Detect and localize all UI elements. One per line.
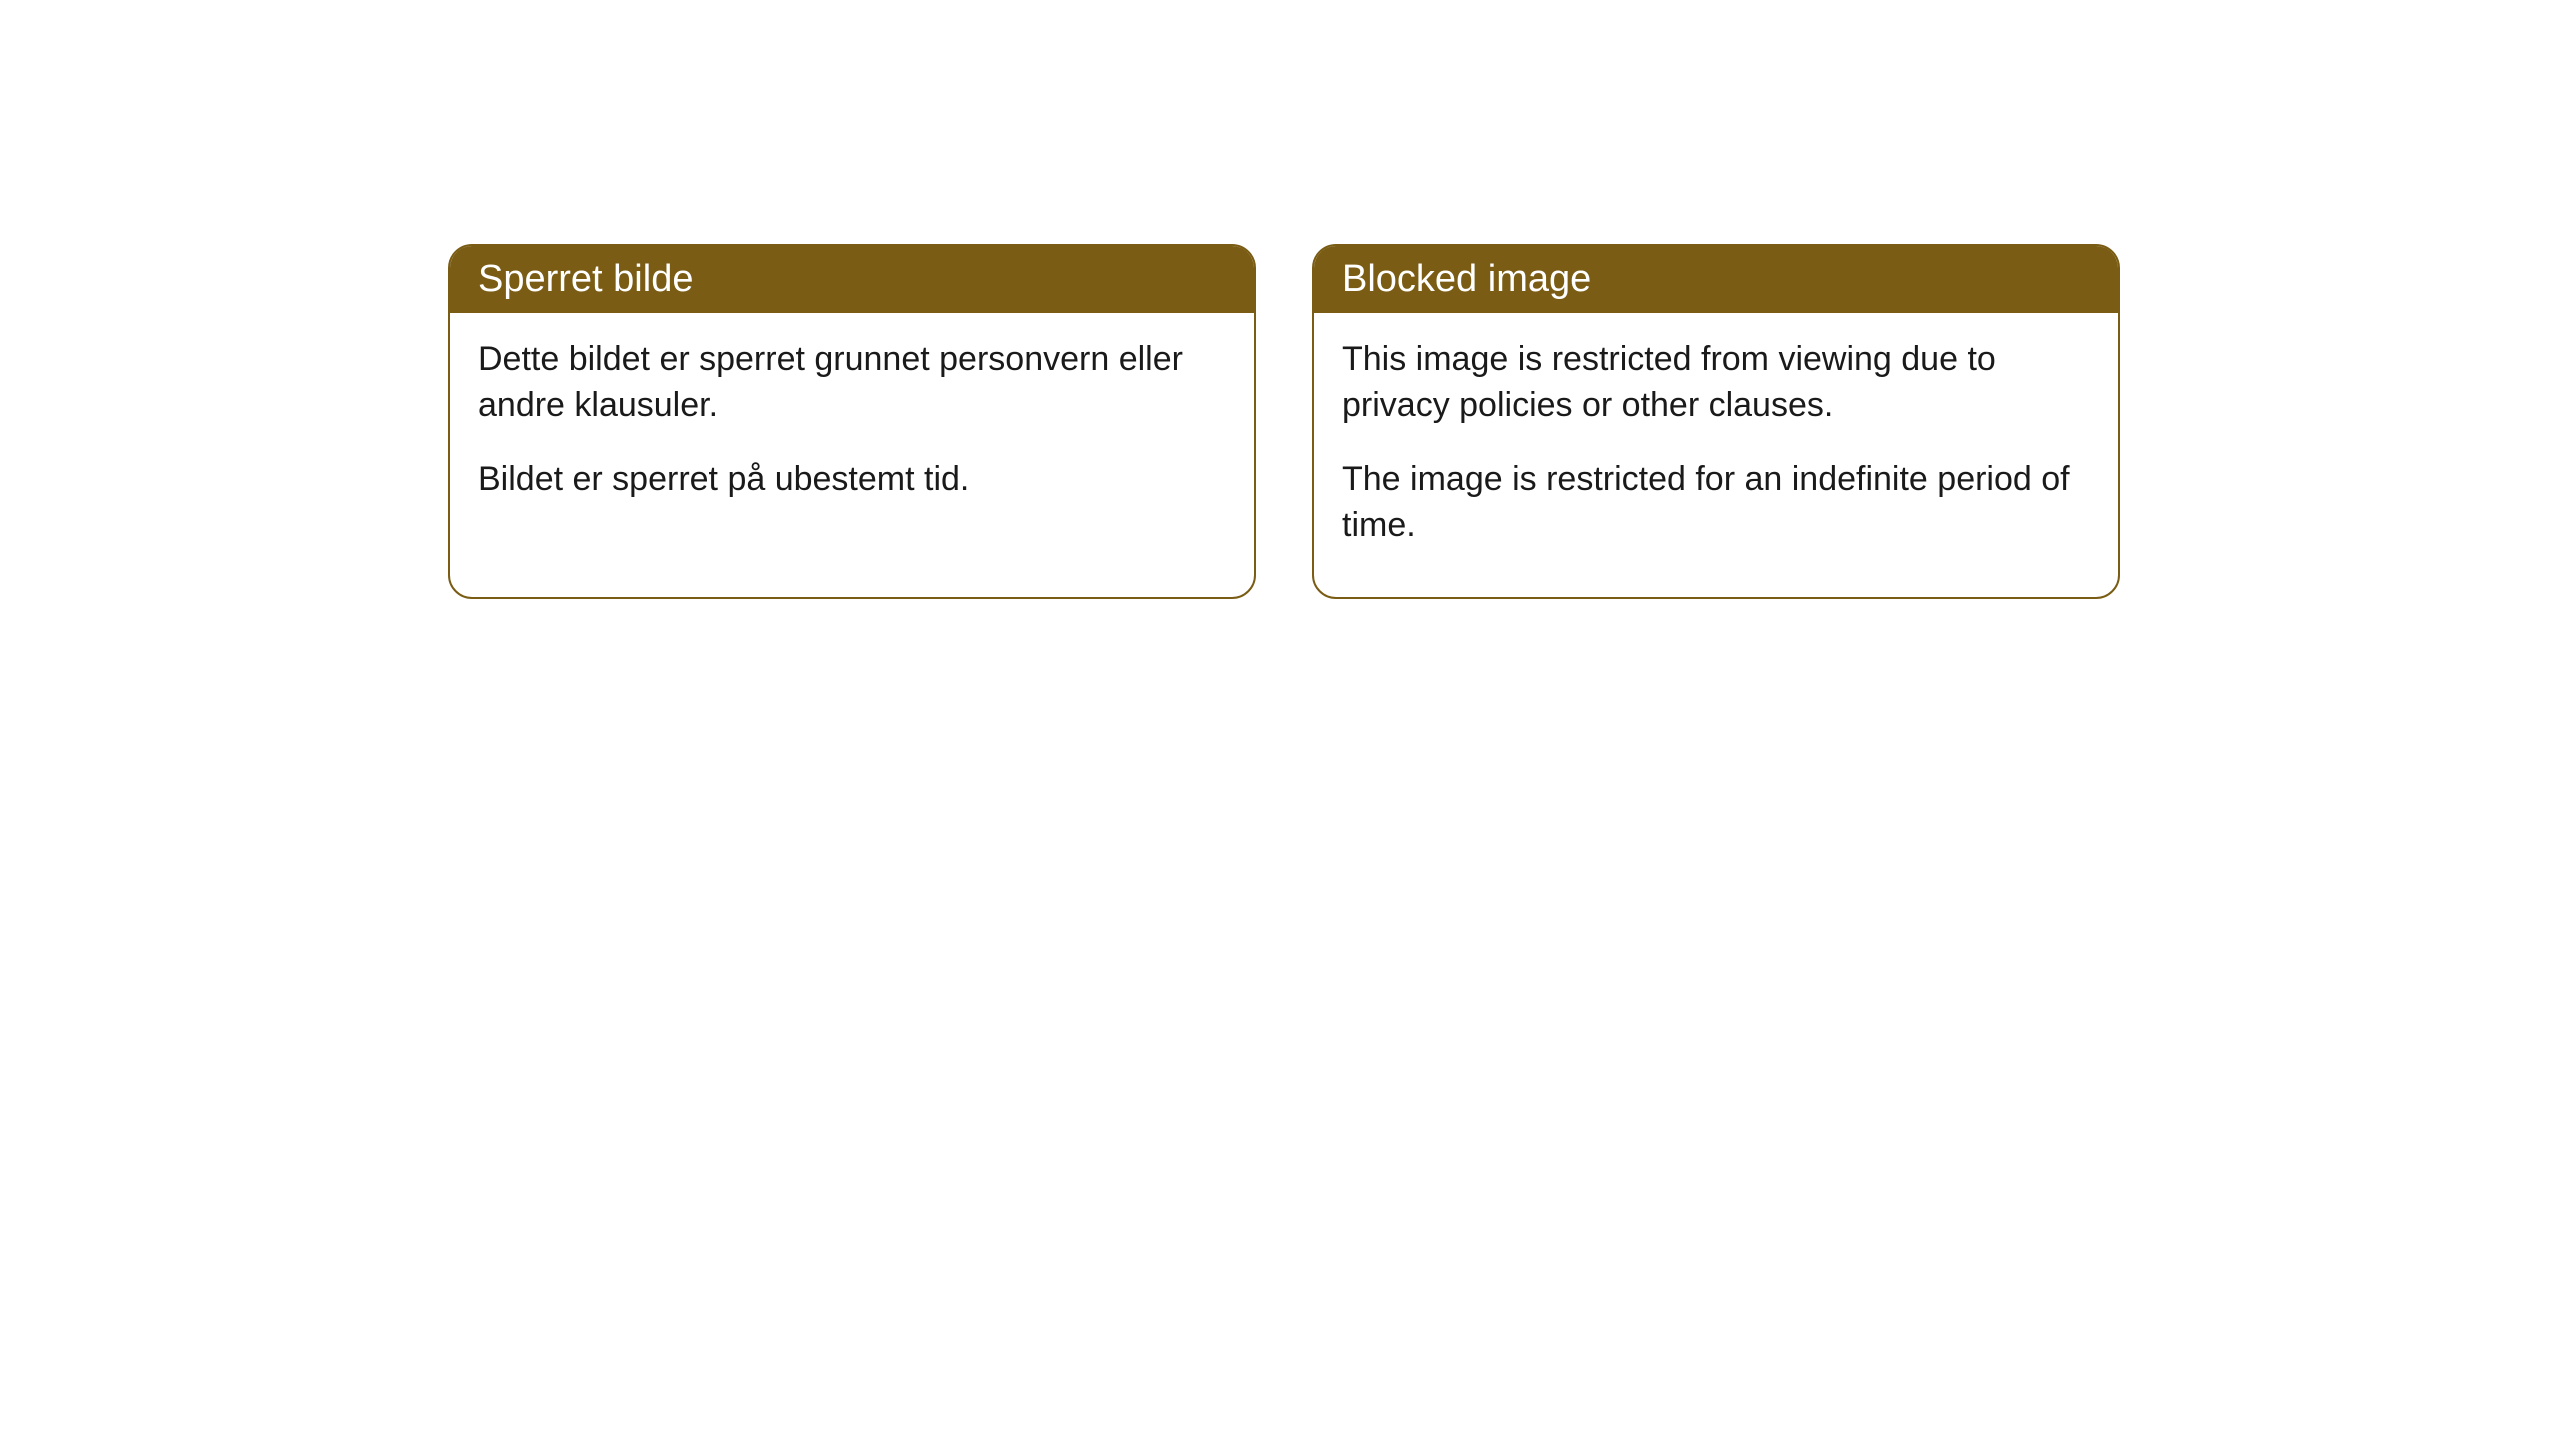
card-header-norwegian: Sperret bilde	[450, 246, 1254, 313]
card-text-english-1: This image is restricted from viewing du…	[1342, 337, 2090, 429]
blocked-image-card-english: Blocked image This image is restricted f…	[1312, 244, 2120, 599]
blocked-image-card-norwegian: Sperret bilde Dette bildet er sperret gr…	[448, 244, 1256, 599]
card-text-norwegian-1: Dette bildet er sperret grunnet personve…	[478, 337, 1226, 429]
notification-cards-container: Sperret bilde Dette bildet er sperret gr…	[0, 0, 2560, 599]
card-title-english: Blocked image	[1342, 258, 1591, 300]
card-body-norwegian: Dette bildet er sperret grunnet personve…	[450, 313, 1254, 551]
card-body-english: This image is restricted from viewing du…	[1314, 313, 2118, 597]
card-header-english: Blocked image	[1314, 246, 2118, 313]
card-text-english-2: The image is restricted for an indefinit…	[1342, 457, 2090, 549]
card-title-norwegian: Sperret bilde	[478, 258, 693, 300]
card-text-norwegian-2: Bildet er sperret på ubestemt tid.	[478, 457, 1226, 503]
